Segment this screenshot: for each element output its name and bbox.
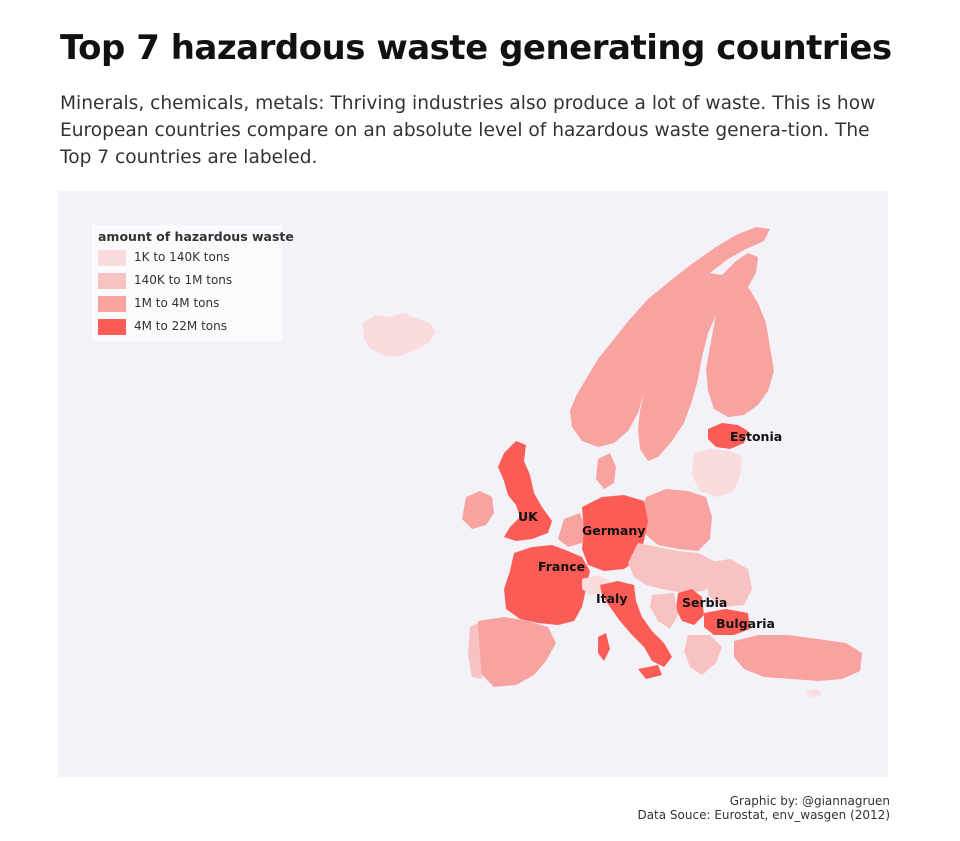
country-bulgaria xyxy=(704,609,750,635)
legend-item: 140K to 1M tons xyxy=(98,273,278,289)
country-finland xyxy=(706,253,774,417)
country-serbia xyxy=(676,589,704,625)
label-germany: Germany xyxy=(582,523,646,538)
country-sweden xyxy=(638,273,726,461)
credit-graphic-by: Graphic by: @giannagruen xyxy=(729,794,890,808)
legend-swatch xyxy=(98,319,126,335)
legend-item: 4M to 22M tons xyxy=(98,319,278,335)
country-balkans xyxy=(650,593,678,629)
country-norway xyxy=(570,227,770,447)
page-subtitle: Minerals, chemicals, metals: Thriving in… xyxy=(60,93,876,168)
country-ireland xyxy=(462,491,494,529)
legend-label: 1M to 4M tons xyxy=(134,296,220,310)
legend-item: 1K to 140K tons xyxy=(98,250,278,266)
label-uk: UK xyxy=(518,509,538,524)
legend-swatch xyxy=(98,296,126,312)
credits: Graphic by: @giannagruen Data Souce: Eur… xyxy=(637,794,890,822)
country-germany xyxy=(582,495,648,571)
label-bulgaria: Bulgaria xyxy=(716,616,775,631)
country-central-europe xyxy=(628,543,718,593)
label-estonia: Estonia xyxy=(730,429,783,444)
legend-swatch xyxy=(98,250,126,266)
country-portugal xyxy=(468,623,482,679)
page-title: Top 7 hazardous waste generating countri… xyxy=(60,28,892,68)
country-turkey xyxy=(734,635,862,681)
legend-swatch xyxy=(98,273,126,289)
country-romania xyxy=(706,559,752,607)
label-italy: Italy xyxy=(596,591,628,606)
country-denmark xyxy=(596,453,616,489)
country-italy xyxy=(600,581,672,667)
legend-label: 4M to 22M tons xyxy=(134,319,228,333)
credit-data-source: Data Souce: Eurostat, env_wasgen (2012) xyxy=(637,808,890,822)
legend-title: amount of hazardous waste xyxy=(98,229,294,244)
country-baltics xyxy=(692,449,742,497)
europe-map xyxy=(363,227,862,697)
label-france: France xyxy=(538,559,586,574)
legend-item: 1M to 4M tons xyxy=(98,296,278,312)
country-spain xyxy=(476,617,556,687)
country-cyprus xyxy=(806,689,822,697)
country-iceland xyxy=(363,313,436,357)
country-france xyxy=(504,545,590,625)
country-uk xyxy=(498,441,552,541)
legend-label: 140K to 1M tons xyxy=(134,273,233,287)
country-italy-sicily xyxy=(638,665,662,679)
country-greece xyxy=(684,635,722,675)
legend-label: 1K to 140K tons xyxy=(134,250,230,264)
map-panel: amount of hazardous waste 1K to 140K ton… xyxy=(58,191,888,777)
country-benelux xyxy=(558,513,586,547)
map-legend: amount of hazardous waste 1K to 140K ton… xyxy=(92,225,294,341)
country-estonia xyxy=(708,423,748,449)
label-serbia: Serbia xyxy=(682,595,728,610)
country-poland xyxy=(640,489,712,551)
country-italy-sardinia xyxy=(598,633,610,661)
